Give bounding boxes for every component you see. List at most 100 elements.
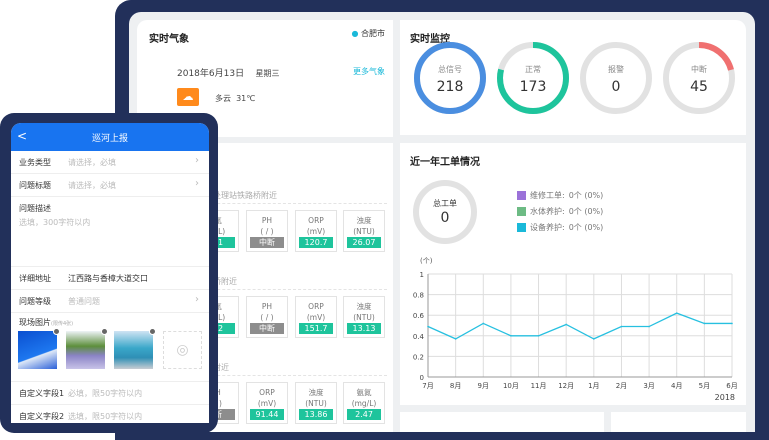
x-axis-year: 2018 <box>715 393 735 402</box>
x-tick-label: 9月 <box>478 382 489 390</box>
gauge-label: 正常 <box>525 65 541 74</box>
sensor-unit: g/L) <box>210 227 226 236</box>
legend-swatch <box>517 206 526 216</box>
field-description[interactable]: 问题描述 选填，300字符以内 <box>11 197 209 267</box>
total-orders-ring <box>413 180 477 244</box>
field-label: 问题等级 <box>19 297 51 306</box>
sensor-unit: (NTU) <box>353 227 375 236</box>
data-point <box>620 325 623 328</box>
field-label: 详细地址 <box>19 274 51 283</box>
y-tick-label: 0 <box>420 374 424 382</box>
sensor-tile[interactable]: ORP (mV) 151.7 <box>295 296 337 338</box>
total-orders-label: 总工单 <box>433 199 457 208</box>
gauge-value: 173 <box>520 79 547 95</box>
legend-value: 0个 (0%) <box>568 206 604 216</box>
sensor-value: 断 <box>201 409 235 420</box>
gauge-label: 总信号 <box>438 64 462 74</box>
bottom-card-1 <box>400 412 604 432</box>
sensor-value: 91.44 <box>250 409 284 420</box>
y-tick-label: 1 <box>420 271 424 279</box>
sensor-tile[interactable]: 浊度 (NTU) 13.86 <box>295 382 337 424</box>
field-label: 问题标题 <box>19 181 51 190</box>
sensor-name: 氨氮 <box>356 388 372 397</box>
sensor-value: 中断 <box>250 323 284 334</box>
sensor-tile[interactable]: ORP (mV) 91.44 <box>246 382 288 424</box>
sensor-tile[interactable]: PH ( / ) 中断 <box>246 296 288 338</box>
divider <box>197 203 387 204</box>
gauge-label: 中断 <box>691 64 707 74</box>
legend-item: 水体养护: 0个 (0%) <box>517 203 603 219</box>
data-point <box>537 335 540 337</box>
chevron-right-icon: › <box>195 294 199 305</box>
weekday: 星期三 <box>255 69 280 78</box>
sensor-tile[interactable]: 浊度 (NTU) 26.07 <box>343 210 385 252</box>
gauge-track <box>580 42 652 114</box>
sensor-tile[interactable]: 浊度 (NTU) 13.13 <box>343 296 385 338</box>
field-placeholder: 请选择，必填 <box>68 158 116 167</box>
sensor-name: PH <box>261 302 273 311</box>
sensor-value: 151.7 <box>299 323 333 334</box>
x-tick-label: 11月 <box>531 382 547 390</box>
x-tick-label: 3月 <box>643 382 654 390</box>
sensor-value: 13.13 <box>347 323 381 334</box>
field-placeholder: 选填，300字符以内 <box>19 218 91 227</box>
legend-value: 0个 (0%) <box>568 190 604 200</box>
photo-thumbnail[interactable] <box>18 328 60 369</box>
orders-legend: 维修工单: 0个 (0%) 水体养护: 0个 (0%) 设备养护: 0个 (0%) <box>517 187 603 235</box>
data-point <box>675 312 678 314</box>
field-label: 自定义字段1 <box>19 389 65 398</box>
sensor-unit: ( / ) <box>260 313 274 322</box>
dashboard-screen: 实时气象 ● 合肥市 2018年6月13日 星期三 更多气象 ☁ 多云 31℃ … <box>129 12 755 432</box>
sensor-unit: (NTU) <box>353 313 375 322</box>
phone-title: 巡河上报 <box>91 134 128 144</box>
sensor-tile[interactable]: ORP (mV) 120.7 <box>295 210 337 252</box>
bottom-card-2 <box>611 412 746 432</box>
x-tick-label: 5月 <box>699 382 710 390</box>
field-placeholder: 选填，限50字符以内 <box>68 412 143 421</box>
sensor-name: 氮 <box>214 302 222 311</box>
field-label: 现场图片 <box>19 318 51 327</box>
more-weather-link[interactable]: 更多气象 <box>353 67 385 76</box>
legend-swatch <box>517 190 526 200</box>
city-selector[interactable]: ● 合肥市 <box>351 28 385 39</box>
field-issue-title[interactable]: 问题标题 请选择，必填 › <box>11 174 209 197</box>
data-point <box>703 322 706 325</box>
x-tick-label: 7月 <box>422 382 433 390</box>
x-tick-label: 2月 <box>616 382 627 390</box>
sensor-unit: / ) <box>214 399 222 408</box>
sensor-tile[interactable]: PH ( / ) 中断 <box>246 210 288 252</box>
sensor-value: 71 <box>201 237 235 248</box>
legend-value: 0个 (0%) <box>568 222 604 232</box>
data-point <box>482 322 485 325</box>
photo-thumbnail[interactable] <box>66 328 108 369</box>
field-custom-2[interactable]: 自定义字段2 选填，限50字符以内 <box>11 405 209 423</box>
city-label: 合肥市 <box>361 29 385 38</box>
add-photo-camera-icon[interactable]: ◎ <box>163 331 202 369</box>
remove-photo-icon[interactable] <box>53 328 60 335</box>
field-level[interactable]: 问题等级 普通问题 › <box>11 290 209 313</box>
field-label: 自定义字段2 <box>19 412 65 421</box>
data-point <box>427 325 429 328</box>
orders-card: 近一年工单情况 总工单 0 维修工单: 0个 (0%) 水体养护: 0个 (0%) 设备… <box>400 143 746 405</box>
sensor-name: ORP <box>259 388 275 397</box>
legend-item: 设备养护: 0个 (0%) <box>517 219 603 235</box>
orders-title: 近一年工单情况 <box>410 157 480 168</box>
sensor-tile[interactable]: 氨氮 (mg/L) 2.47 <box>343 382 385 424</box>
field-business-type[interactable]: 业务类型 请选择，必填 › <box>11 151 209 174</box>
weather-date: 2018年6月13日 <box>177 69 245 79</box>
location-pin-icon: ● <box>351 29 359 38</box>
legend-item: 维修工单: 0个 (0%) <box>517 187 603 203</box>
station-location: 桥附近 <box>213 277 237 286</box>
sensor-name: 氮 <box>214 216 222 225</box>
chevron-right-icon: › <box>195 155 199 166</box>
field-custom-1[interactable]: 自定义字段1 必填，限50字符以内 <box>11 382 209 405</box>
field-address[interactable]: 详细地址 江西路与香樟大道交口 <box>11 267 209 290</box>
photo-thumbnail[interactable] <box>114 328 156 369</box>
remove-photo-icon[interactable] <box>101 328 108 335</box>
back-icon[interactable]: < <box>17 129 28 143</box>
sensor-unit: ( / ) <box>260 227 274 236</box>
gauge-arc <box>497 42 569 114</box>
remove-photo-icon[interactable] <box>149 328 156 335</box>
sensor-unit: (mV) <box>257 399 277 408</box>
phone-header: < 巡河上报 <box>11 123 209 151</box>
